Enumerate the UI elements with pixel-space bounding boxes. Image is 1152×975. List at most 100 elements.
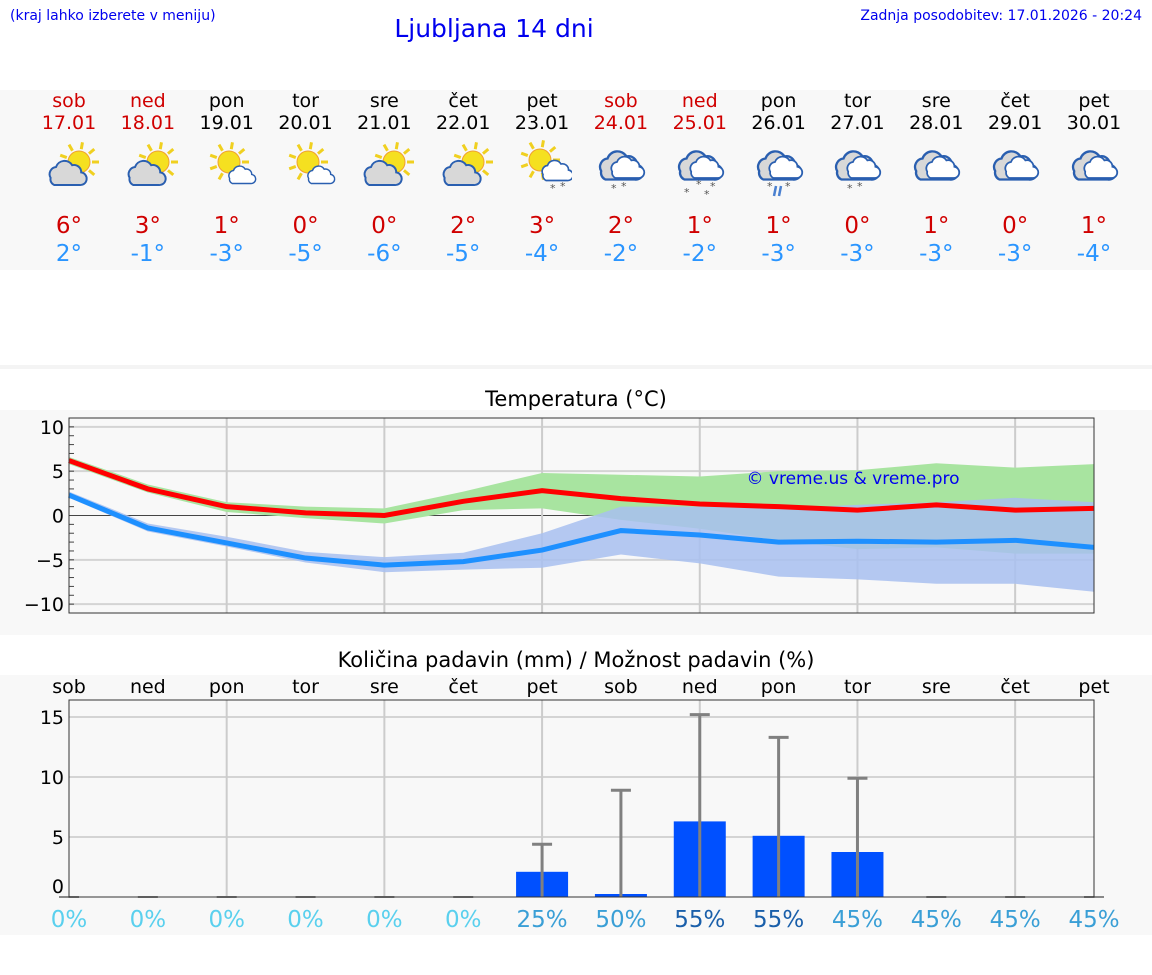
cloud-icon (975, 140, 1055, 198)
y-tick-label: −10 (24, 594, 64, 616)
sun-small-cloud-icon (187, 140, 267, 198)
day-label: sre (370, 676, 399, 698)
y-tick-label: 0 (52, 506, 64, 528)
max-temperature: 1° (923, 213, 950, 239)
day-name: tor (292, 90, 319, 112)
max-temperature: 0° (371, 213, 398, 239)
last-updated: Zadnja posodobitev: 17.01.2026 - 20:24 (860, 8, 1142, 24)
day-label: pon (761, 676, 797, 698)
precipitation-chart-panel: 15 10 5 0 sob ned pon tor sre čet pet sob ned pon tor s… (0, 675, 1152, 935)
day-label: sob (52, 676, 86, 698)
day-column: čet 22.01 2° -5° (423, 90, 503, 268)
day-name: čet (1000, 90, 1030, 112)
sun-cloud-snow-icon: * * (502, 140, 582, 198)
day-date: 18.01 (120, 112, 176, 134)
precipitation-probability: 0% (208, 907, 245, 933)
precipitation-probability: 0% (287, 907, 324, 933)
day-column: sre 21.01 0° -6° (344, 90, 424, 268)
day-date: 28.01 (909, 112, 964, 134)
watermark: © vreme.us & vreme.pro (746, 469, 959, 489)
max-temperature: 3° (528, 213, 556, 239)
day-date: 26.01 (751, 112, 806, 134)
min-temperature: -4° (1076, 241, 1112, 267)
max-temperature: 0° (292, 213, 319, 239)
svg-text:*: * (857, 180, 863, 193)
day-date: 30.01 (1066, 112, 1122, 134)
precipitation-probability: 45% (990, 907, 1041, 933)
min-temperature: -2° (682, 241, 717, 267)
precipitation-probability: 0% (130, 907, 167, 933)
day-name: sob (52, 90, 86, 112)
sun-cloud-icon (108, 140, 188, 198)
day-column: čet 29.01 0° -3° (975, 90, 1055, 268)
precipitation-probability: 0% (366, 907, 403, 933)
day-name: sre (921, 90, 951, 112)
day-name: pon (760, 90, 797, 112)
svg-text:*: * (560, 180, 566, 193)
precipitation-probability: 45% (911, 907, 962, 933)
day-column: tor 27.01 * * 0° -3° (817, 90, 897, 268)
day-label: sob (604, 676, 638, 698)
day-name: pet (526, 90, 558, 112)
svg-text:*: * (684, 186, 690, 198)
day-label: tor (844, 676, 871, 698)
max-temperature: 1° (686, 213, 713, 239)
day-name: tor (844, 90, 871, 112)
max-temperature: 1° (765, 213, 792, 239)
day-name: ned (681, 90, 718, 112)
day-name: čet (448, 90, 479, 112)
min-temperature: -5° (446, 241, 481, 267)
day-column: sob 17.01 6° 2° (29, 90, 109, 268)
day-date: 19.01 (199, 112, 254, 134)
y-tick-label: 10 (40, 767, 64, 789)
max-temperature: 0° (844, 213, 871, 239)
day-date: 24.01 (593, 112, 649, 134)
cloud-sleet-icon: * * (739, 140, 819, 198)
precipitation-probability: 0% (445, 907, 482, 933)
precipitation-probability: 0% (51, 907, 88, 933)
day-column: tor 20.01 0° -5° (266, 90, 346, 268)
precipitation-probability: 45% (1068, 907, 1119, 933)
svg-text:*: * (621, 180, 627, 193)
day-date: 29.01 (987, 112, 1043, 134)
cloud-icon (1054, 140, 1134, 198)
y-tick-label: 0 (52, 876, 64, 898)
svg-text:*: * (847, 182, 853, 195)
day-label: ned (682, 676, 718, 698)
svg-text:*: * (696, 178, 702, 191)
day-name: pon (208, 90, 245, 112)
y-tick-label: 5 (52, 827, 64, 849)
day-name: sre (369, 90, 399, 112)
day-date: 27.01 (830, 112, 885, 134)
location-hint: (kraj lahko izberete v meniju) (10, 8, 216, 24)
day-date: 22.01 (436, 112, 491, 134)
day-date: 20.01 (278, 112, 333, 134)
day-column: pon 26.01 * * 1° -3° (739, 90, 819, 268)
sun-cloud-icon (29, 140, 109, 198)
min-temperature: -1° (130, 241, 166, 267)
max-temperature: 6° (55, 213, 83, 239)
day-name: sob (604, 90, 638, 112)
precipitation-probability: 25% (517, 907, 568, 933)
precipitation-probability: 50% (595, 907, 646, 933)
day-column: ned 25.01 * * * * 1° -2° (660, 90, 740, 268)
svg-text:*: * (767, 180, 773, 193)
y-tick-label: 15 (40, 707, 64, 729)
temperature-chart-panel: 10 5 0 −5 −10 © vreme.us & vreme.pro (0, 410, 1152, 635)
sun-small-cloud-icon (266, 140, 346, 198)
day-label: tor (292, 676, 319, 698)
page-title: Ljubljana 14 dni (394, 14, 594, 43)
day-name: pet (1078, 90, 1110, 112)
y-tick-label: 5 (52, 461, 64, 483)
day-column: sob 24.01 * * 2° -2° (581, 90, 661, 268)
day-label: čet (1000, 676, 1030, 698)
svg-text:*: * (785, 180, 791, 193)
svg-text:*: * (710, 180, 716, 193)
day-column: pon 19.01 1° -3° (187, 90, 267, 268)
cloud-snow-icon: * * (817, 140, 897, 198)
cloud-icon (896, 140, 976, 198)
day-column: pet 23.01 * * 3° -4° (502, 90, 582, 268)
day-label: pet (526, 676, 557, 698)
day-label: pet (1078, 676, 1109, 698)
day-date: 21.01 (357, 112, 412, 134)
